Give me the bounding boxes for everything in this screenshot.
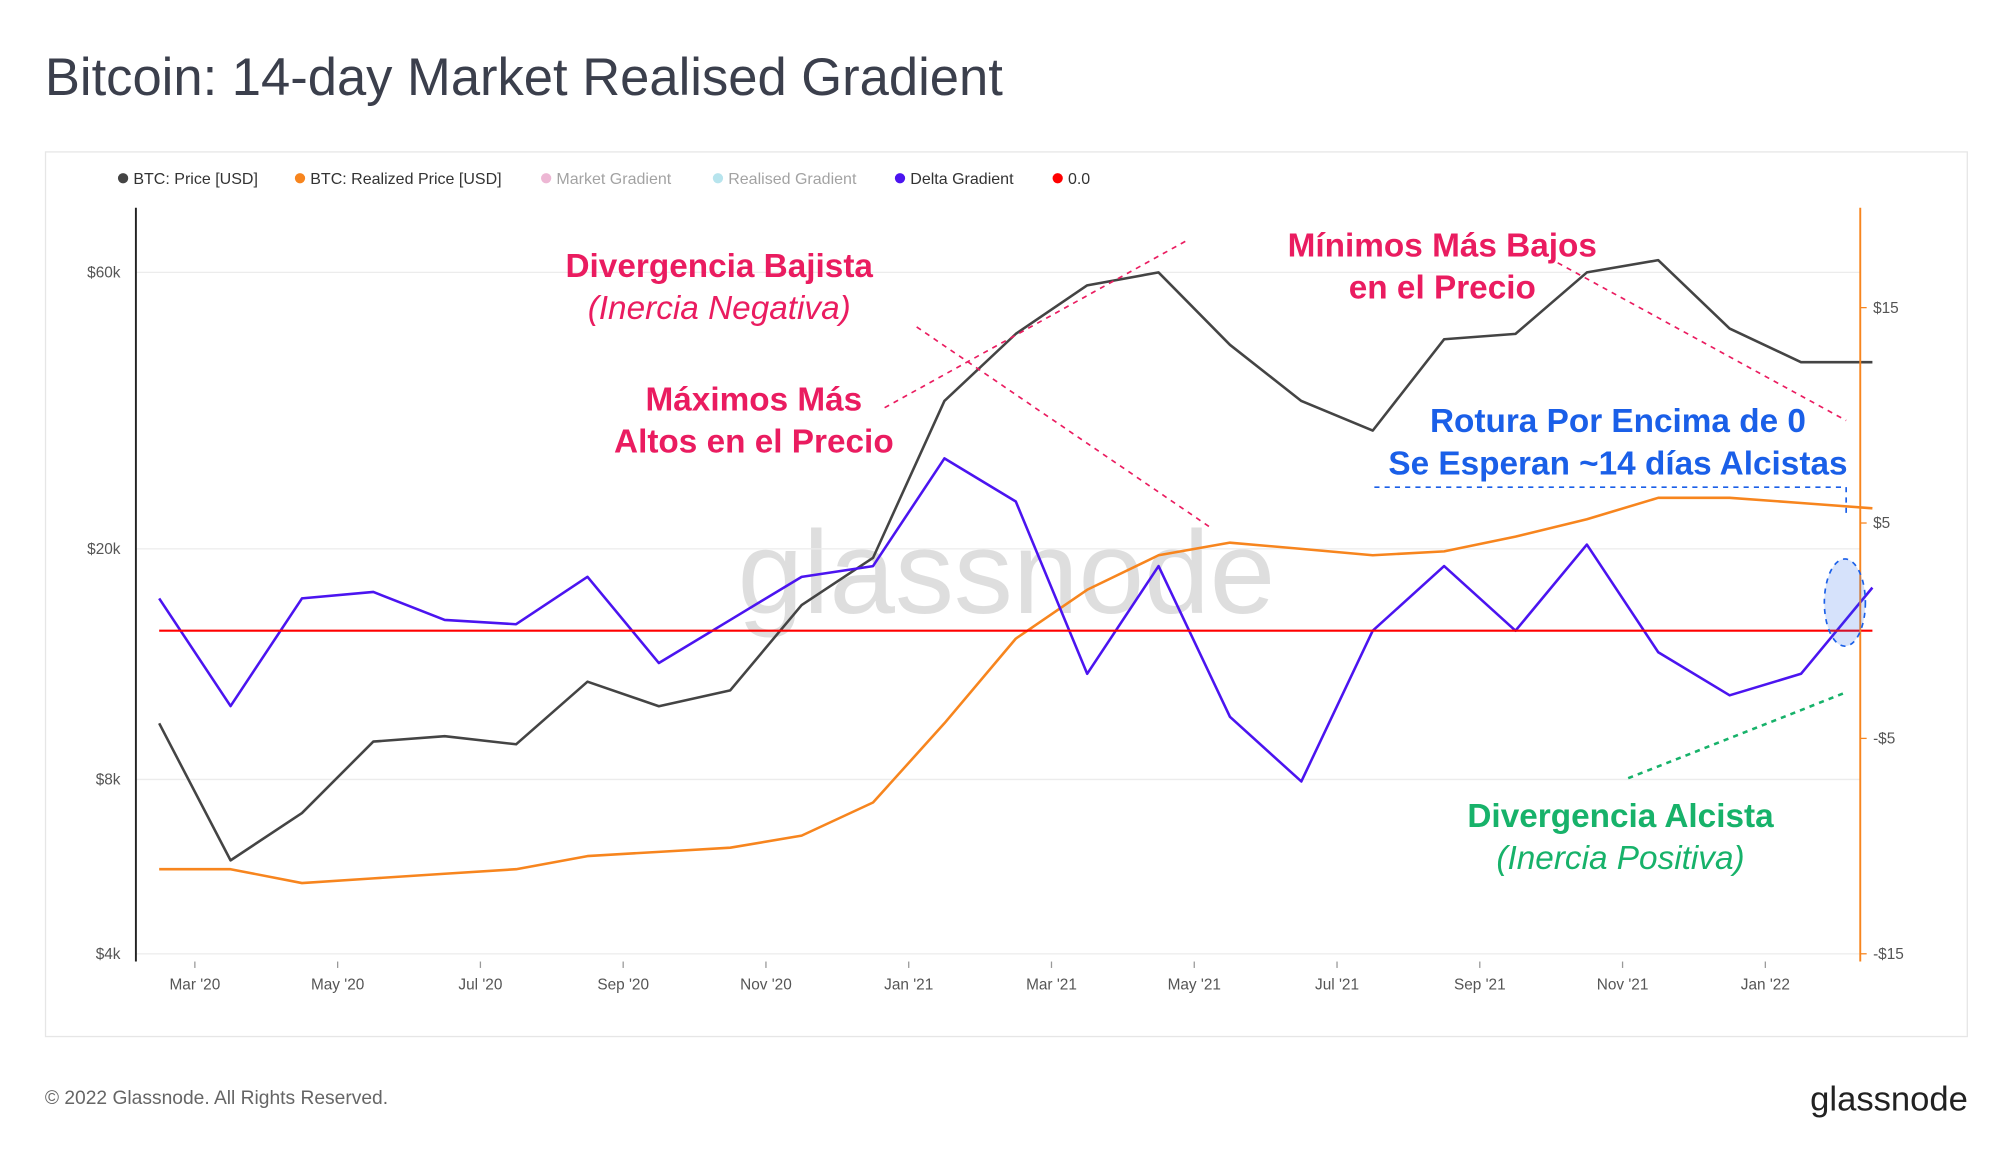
watermark: glassnode [738, 506, 1276, 638]
legend-label: Realised Gradient [728, 170, 857, 188]
x-tick-label: Sep '20 [597, 977, 649, 994]
x-tick-label: Sep '21 [1454, 977, 1506, 994]
dashed-line [1374, 486, 1847, 516]
y2-tick-label: $5 [1873, 515, 1890, 532]
legend-label: Market Gradient [556, 170, 671, 188]
legend-swatch [117, 173, 129, 184]
y-tick-label: $60k [87, 265, 121, 282]
annotation-text: (Inercia Positiva) [1496, 840, 1744, 877]
annotation-text: Divergencia Alcista [1467, 798, 1774, 835]
x-tick-label: Nov '21 [1597, 977, 1649, 994]
annotation-text: Se Esperan ~14 días Alcistas [1388, 445, 1847, 482]
highlight-ellipse [1823, 558, 1867, 647]
x-tick-label: Mar '20 [169, 977, 220, 994]
legend-swatch [712, 173, 724, 184]
y-tick-label: $4k [96, 946, 121, 963]
logo: glassnode [1810, 1080, 1968, 1118]
dashed-line [1627, 691, 1847, 780]
legend: BTC: Price [USD] BTC: Realized Price [USD… [117, 170, 1090, 188]
legend-swatch [294, 173, 306, 184]
x-tick-label: May '20 [311, 977, 364, 994]
x-tick-label: Mar '21 [1026, 977, 1077, 994]
legend-label: BTC: Price [USD] [133, 170, 258, 188]
legend-label: Delta Gradient [910, 170, 1014, 188]
annotation-text: en el Precio [1349, 270, 1536, 307]
dashed-line [916, 326, 1213, 529]
x-tick-label: Jan '22 [1741, 977, 1790, 994]
x-tick-label: Nov '20 [740, 977, 792, 994]
annotation-text: Rotura Por Encima de 0 [1430, 403, 1806, 440]
grid: $60k $20k $8k $4k $15 $5 -$5 -$15 Mar '20 May '20… [87, 265, 1904, 994]
x-tick-label: Jan '21 [884, 977, 933, 994]
y2-tick-label: -$15 [1873, 946, 1904, 963]
legend-swatch [1052, 173, 1063, 184]
y-tick-label: $8k [96, 772, 121, 789]
legend-swatch [894, 173, 906, 184]
dashed-line [1557, 262, 1847, 422]
series-line [159, 496, 1873, 885]
annotation-text: Máximos Más [645, 381, 862, 418]
legend-swatch [541, 173, 552, 184]
y2-tick-label: -$5 [1873, 731, 1895, 748]
x-tick-label: May '21 [1168, 977, 1221, 994]
y-tick-label: $20k [87, 541, 121, 558]
series-line [158, 457, 1874, 783]
copyright: © 2022 Glassnode. All Rights Reserved. [45, 1088, 388, 1109]
annotation-text: Mínimos Más Bajos [1288, 227, 1597, 264]
series-layer [158, 258, 1874, 885]
y2-tick-label: $15 [1873, 300, 1899, 317]
legend-label: BTC: Realized Price [USD] [310, 170, 501, 188]
annotation-text: Divergencia Bajista [565, 248, 873, 285]
legend-label: 0.0 [1068, 170, 1090, 188]
x-tick-label: Jul '21 [1315, 977, 1359, 994]
chart-frame [44, 151, 1968, 1038]
annotation-text: Altos en el Precio [614, 424, 894, 461]
annotation-text: (Inercia Negativa) [588, 290, 851, 327]
series-line [158, 258, 1873, 862]
annotation-lines [884, 240, 1867, 780]
x-tick-label: Jul '20 [458, 977, 502, 994]
chart-title: Bitcoin: 14-day Market Realised Gradient [45, 48, 1003, 107]
annotations: Divergencia Bajista (Inercia Negativa) Máx… [565, 227, 1847, 877]
